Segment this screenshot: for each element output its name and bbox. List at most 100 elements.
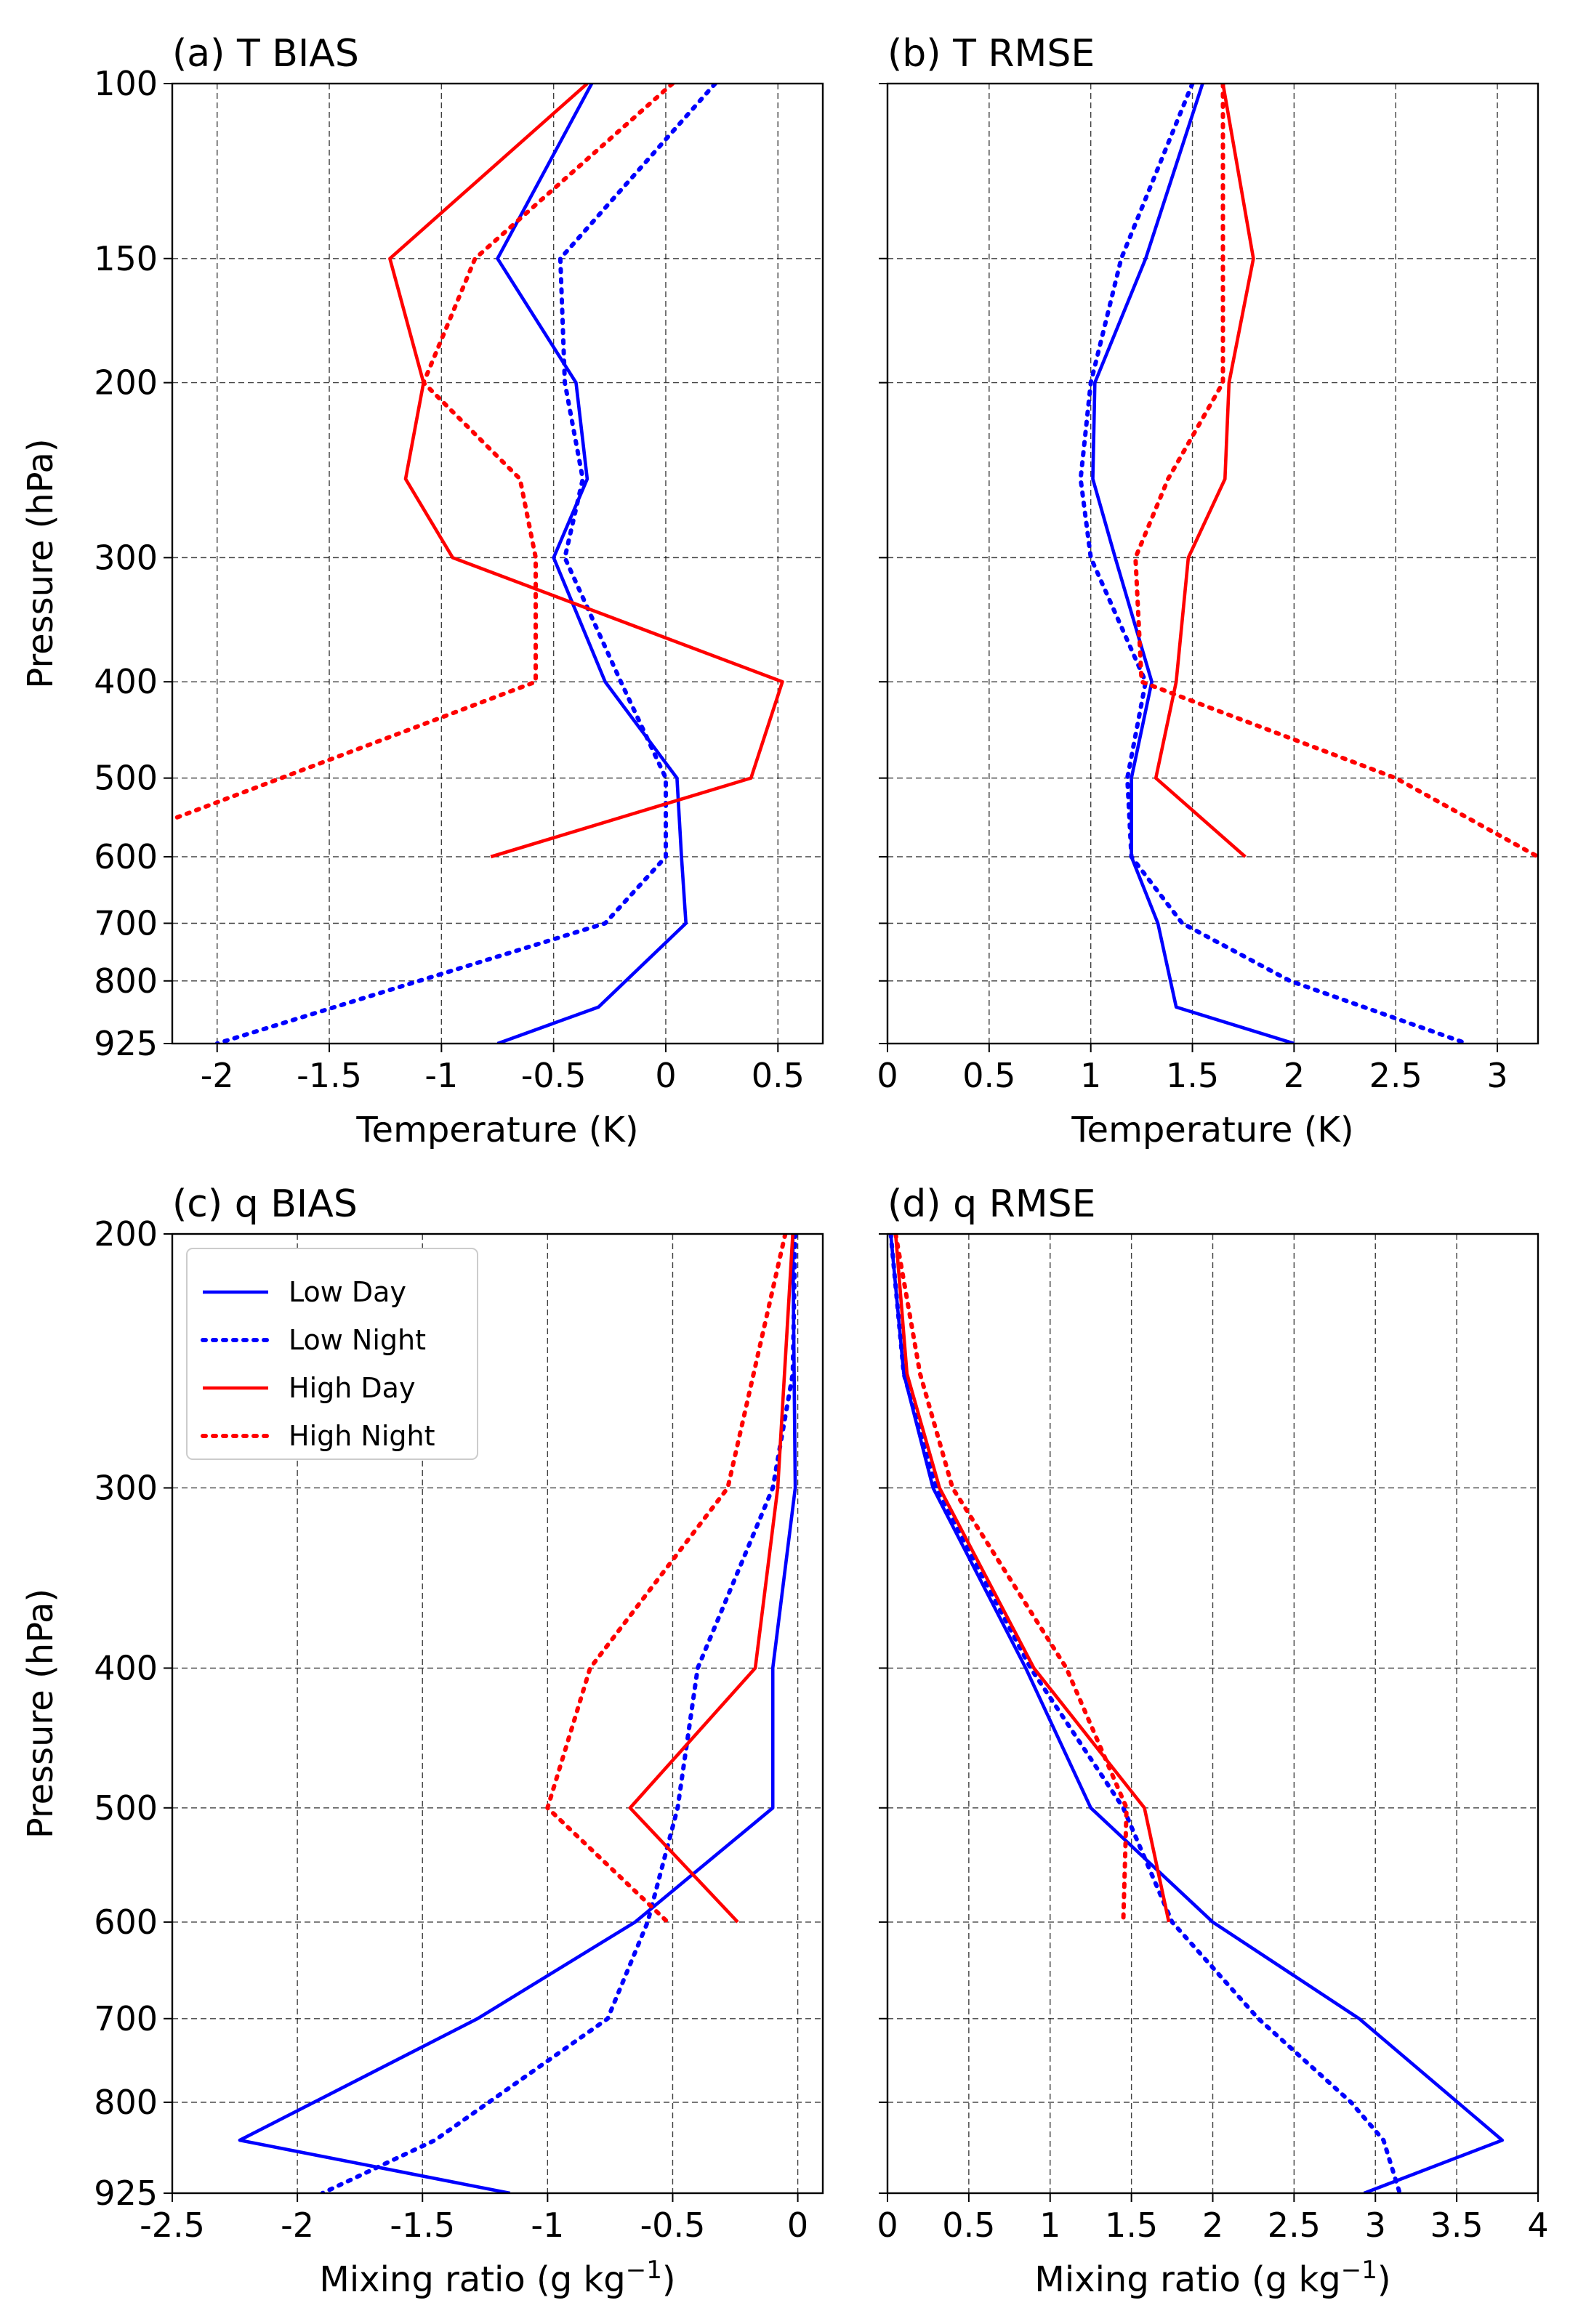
x-tick-label: -2 (281, 2206, 314, 2245)
y-tick-label: 925 (94, 1024, 158, 1063)
y-axis-label: Pressure (hPa) (20, 1589, 61, 1839)
x-tick-label: -1.5 (297, 1056, 362, 1095)
x-tick-label: 1 (1080, 1056, 1101, 1095)
y-tick-label: 150 (94, 239, 158, 278)
panel-c-q-bias: -2.5 -2 -1.5 -1 -0.5 0 200 300 400 500 600 700 800 92… (20, 1182, 824, 2300)
panel-title: (c) q BIAS (172, 1182, 358, 1226)
legend-label: High Night (289, 1420, 435, 1452)
y-tick-label: 200 (94, 1214, 158, 1254)
axes-frame (886, 82, 1539, 1045)
grid (172, 1234, 823, 2193)
panel-d-q-rmse: 0 0.5 1 1.5 2 2.5 3 3.5 4 (d) q RMSE Mixing ratio … (877, 1182, 1548, 2300)
x-tick-label: -1 (531, 2206, 564, 2245)
series-high-night (545, 1234, 788, 1924)
series-high-day (628, 1234, 794, 1924)
x-axis-label: Temperature (K) (355, 1110, 638, 1150)
x-tick-label: 0.5 (752, 1056, 805, 1095)
series-group (888, 1234, 1505, 2193)
series-high-night (893, 1234, 1129, 1924)
y-tick-label: 300 (94, 538, 158, 577)
x-tick-label: -1 (424, 1056, 458, 1095)
x-tick-label: 3 (1486, 1056, 1507, 1095)
x-tick-label: 0.5 (962, 1056, 1015, 1095)
grid (887, 84, 1538, 1044)
x-tick-label: 2 (1284, 1056, 1305, 1095)
y-axis-label: Pressure (hPa) (20, 438, 61, 688)
y-tick-label: 100 (94, 64, 158, 103)
series-low-night (1078, 84, 1470, 1044)
x-tick-label: -0.5 (640, 2206, 706, 2245)
x-axis-label: Mixing ratio (g kg−1) (319, 2256, 675, 2300)
x-axis-label-text: Mixing ratio (g kg (319, 2259, 625, 2300)
x-tick-label: 3 (1365, 2206, 1386, 2245)
series-high-day (1154, 84, 1255, 858)
axes-frame (171, 1232, 824, 2195)
y-tick-label: 700 (94, 903, 158, 943)
legend-box (186, 1248, 478, 1460)
series-high-night (1133, 84, 1538, 859)
panel-title: (b) T RMSE (887, 32, 1095, 76)
y-tick-label: 800 (94, 961, 158, 1001)
panel-a-t-bias: -2 -1.5 -1 -0.5 0 0.5 100 150 200 300 400 500 600 700… (20, 32, 824, 1150)
series-low-day (238, 1234, 797, 2193)
series-group (1078, 84, 1538, 1044)
x-tick-label: -1.5 (390, 2206, 455, 2245)
y-tick-label: 500 (94, 759, 158, 798)
x-tick-label: 0 (877, 1056, 898, 1095)
x-axis-label-text: Temperature (K) (1071, 1110, 1353, 1150)
series-low-night (214, 84, 717, 1044)
x-axis-label-text: Mixing ratio (g kg (1034, 2259, 1340, 2300)
y-tick-label: 200 (94, 363, 158, 403)
x-tick-label: 1.5 (1166, 1056, 1219, 1095)
legend: Low Day Low Night High Day High Night (186, 1248, 478, 1460)
legend-label: Low Day (289, 1276, 406, 1308)
x-tick-label: 2.5 (1268, 2206, 1321, 2245)
x-axis-label-superscript: −1 (626, 2256, 662, 2285)
x-tick-label: 0 (787, 2206, 808, 2245)
x-tick-label: 1.5 (1105, 2206, 1158, 2245)
grid (172, 84, 823, 1044)
series-high-night (172, 84, 675, 822)
x-tick-label: 4 (1527, 2206, 1548, 2245)
x-axis-label-text: Temperature (K) (355, 1110, 638, 1150)
panel-title: (a) T BIAS (172, 32, 359, 76)
x-axis-label-superscript: −1 (1341, 2256, 1377, 2285)
x-tick-label: 0 (655, 1056, 676, 1095)
x-tick-label: 2 (1202, 2206, 1223, 2245)
x-tick-label: 0.5 (942, 2206, 995, 2245)
y-tick-label: 300 (94, 1468, 158, 1507)
y-tick-label: 600 (94, 1903, 158, 1942)
series-high-day (388, 84, 784, 859)
x-axis-label-end: ) (662, 2259, 676, 2300)
y-tick-label: 700 (94, 1999, 158, 2038)
panel-b-t-rmse: 0 0.5 1 1.5 2 2.5 3 (b) T RMSE Temperature (K) (877, 32, 1539, 1150)
y-tick-label: 600 (94, 837, 158, 876)
y-tick-label: 925 (94, 2174, 158, 2213)
panel-title: (d) q RMSE (887, 1182, 1096, 1226)
x-tick-label: 1 (1039, 2206, 1060, 2245)
grid (887, 1234, 1538, 2193)
series-low-day (496, 84, 688, 1044)
series-group (238, 1234, 798, 2193)
series-high-day (893, 1234, 1171, 1923)
y-tick-label: 400 (94, 1648, 158, 1687)
axes-frame (171, 82, 824, 1045)
series-low-night (320, 1234, 798, 2193)
x-tick-label: 2.5 (1369, 1056, 1422, 1095)
x-tick-label: 0 (877, 2206, 898, 2245)
y-tick-label: 400 (94, 662, 158, 701)
x-axis-label: Mixing ratio (g kg−1) (1034, 2256, 1390, 2300)
x-axis-label-end: ) (1377, 2259, 1391, 2300)
series-low-night (888, 1234, 1402, 2193)
series-low-day (889, 1234, 1505, 2193)
legend-label: High Day (289, 1372, 415, 1404)
x-tick-label: -0.5 (521, 1056, 587, 1095)
x-axis-label: Temperature (K) (1071, 1110, 1353, 1150)
x-tick-label: 3.5 (1430, 2206, 1484, 2245)
legend-label: Low Night (289, 1324, 426, 1356)
y-tick-label: 800 (94, 2083, 158, 2122)
series-low-day (1091, 84, 1295, 1044)
x-tick-label: -2.5 (140, 2206, 205, 2245)
y-tick-label: 500 (94, 1788, 158, 1828)
